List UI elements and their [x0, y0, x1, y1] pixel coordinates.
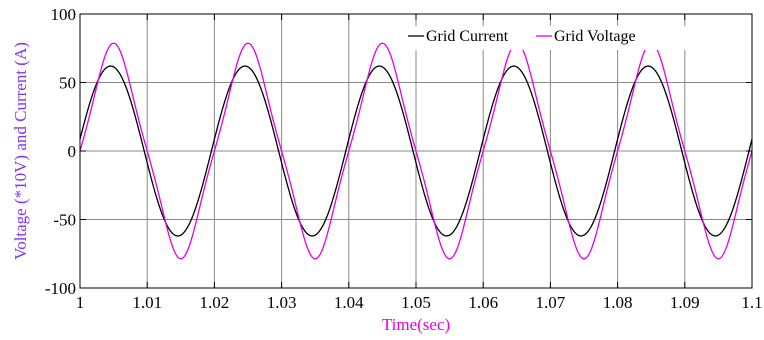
legend-background — [404, 26, 692, 50]
legend: Grid Current Grid Voltage — [404, 26, 692, 50]
x-tick-label: 1.04 — [334, 293, 364, 312]
x-tick-label: 1.08 — [603, 293, 633, 312]
y-tick-label: 50 — [59, 74, 76, 93]
series-line-grid-voltage — [79, 42, 753, 260]
x-axis-title: Time(sec) — [382, 315, 450, 334]
x-tick-label: 1.02 — [200, 293, 230, 312]
x-tick-label: 1.05 — [401, 293, 431, 312]
legend-label-grid-current: Grid Current — [426, 28, 509, 45]
x-tick-label: 1.07 — [536, 293, 566, 312]
x-tick-label: 1.03 — [267, 293, 297, 312]
y-tick-label: -100 — [45, 279, 76, 298]
plot-area — [79, 42, 753, 260]
axis-ticks: 1 1.01 1.02 1.03 1.04 1.05 1.06 1.07 1.08 1.09 1.1… — [45, 5, 763, 312]
x-tick-label: 1 — [76, 293, 85, 312]
y-tick-label: -50 — [53, 211, 76, 230]
y-tick-label: 100 — [51, 5, 77, 24]
y-axis-title: Voltage (*10V) and Current (A) — [11, 42, 30, 260]
legend-label-grid-voltage: Grid Voltage — [554, 28, 636, 45]
x-tick-label: 1.09 — [670, 293, 700, 312]
x-tick-label: 1.1 — [741, 293, 762, 312]
series-line-grid-current — [79, 65, 753, 237]
y-tick-label: 0 — [68, 142, 77, 161]
x-tick-label: 1.01 — [132, 293, 162, 312]
x-tick-label: 1.06 — [468, 293, 498, 312]
